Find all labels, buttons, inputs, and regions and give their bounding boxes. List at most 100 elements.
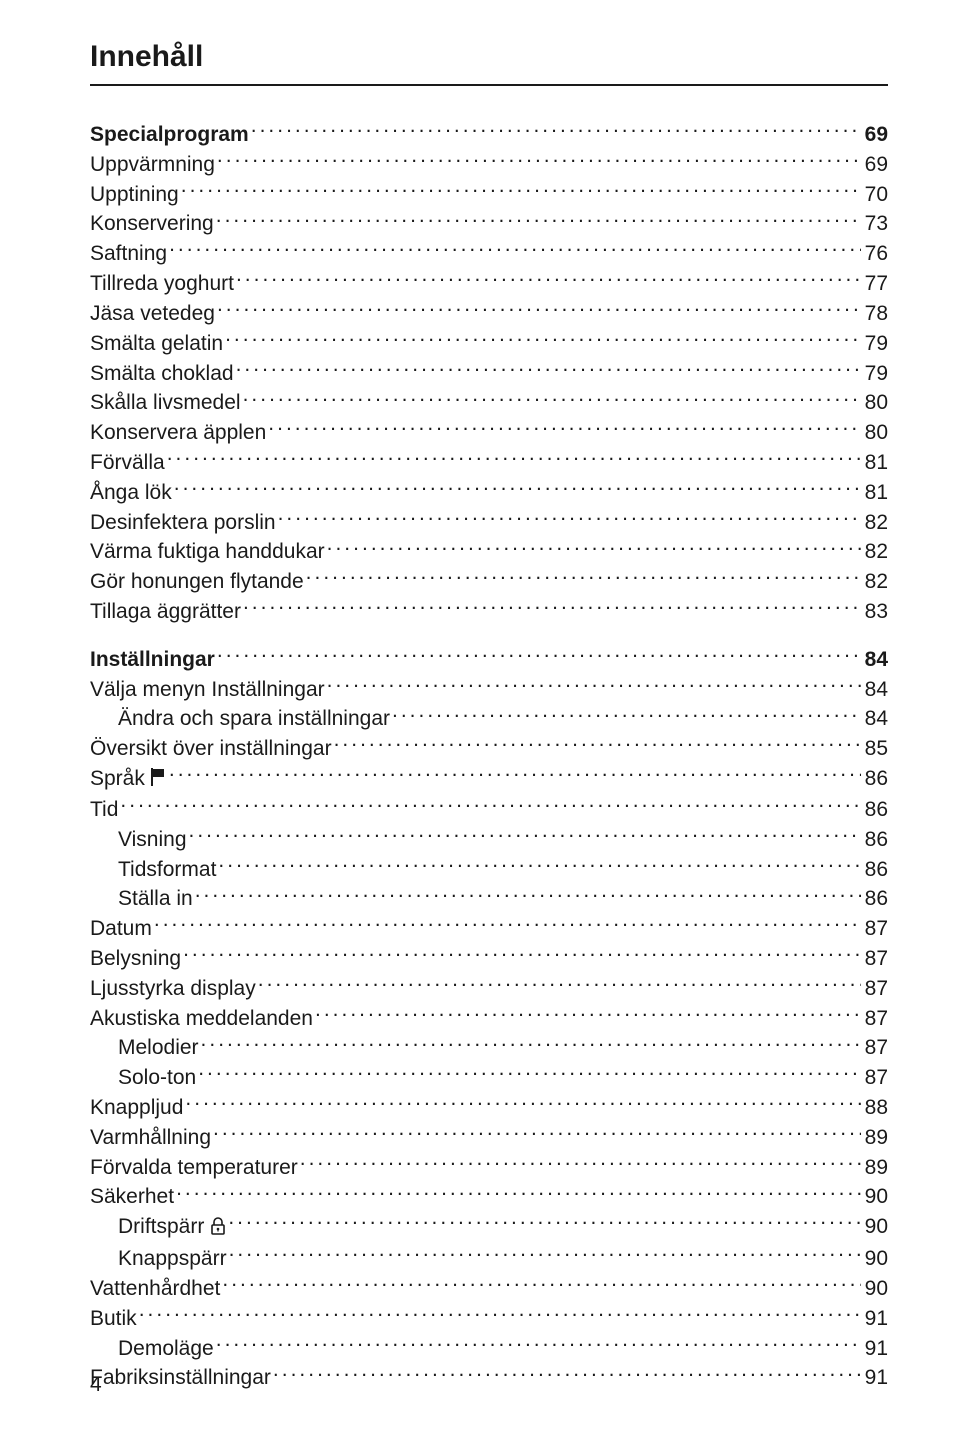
toc-leader: [390, 704, 861, 725]
toc-leader: [211, 1123, 861, 1144]
toc-row: Smälta gelatin 79: [90, 329, 888, 359]
toc-leader: [193, 884, 861, 905]
toc-row: Solo-ton 87: [90, 1063, 888, 1093]
toc-row: Butik 91: [90, 1304, 888, 1334]
toc-label: Värma fuktiga handdukar: [90, 537, 325, 567]
toc-leader: [276, 508, 861, 529]
toc-page: 84: [861, 704, 888, 734]
toc-leader: [215, 299, 861, 320]
toc-label: Driftspärr: [118, 1212, 226, 1244]
page-title: Innehåll: [90, 40, 888, 86]
toc-label: Akustiska meddelanden: [90, 1004, 313, 1034]
toc-leader: [172, 478, 861, 499]
toc-page: 85: [861, 734, 888, 764]
toc-page: 82: [861, 537, 888, 567]
toc-leader: [227, 1244, 861, 1265]
toc-leader: [298, 1153, 861, 1174]
toc-page: 90: [861, 1182, 888, 1212]
toc-row: Saftning 76: [90, 239, 888, 269]
toc-label: Uppvärmning: [90, 150, 215, 180]
toc-row: Språk 86: [90, 764, 888, 795]
toc-page: 86: [861, 855, 888, 885]
toc-row: Tillreda yoghurt 77: [90, 269, 888, 299]
toc-leader: [325, 675, 861, 696]
toc-page: 87: [861, 1033, 888, 1063]
toc-label: Demoläge: [118, 1334, 214, 1364]
toc-leader: [179, 180, 861, 201]
toc-row: Skålla livsmedel 80: [90, 388, 888, 418]
toc-label: Butik: [90, 1304, 137, 1334]
flag-icon: [151, 765, 167, 795]
toc-row: Ånga lök 81: [90, 478, 888, 508]
toc-leader: [266, 418, 860, 439]
toc-page: 86: [861, 884, 888, 914]
toc-leader: [181, 944, 861, 965]
toc-label: Varmhållning: [90, 1123, 211, 1153]
toc-page: 87: [861, 1004, 888, 1034]
toc-row: Varmhållning 89: [90, 1123, 888, 1153]
toc-page: 86: [861, 795, 888, 825]
toc-leader: [118, 795, 860, 816]
toc-page: 80: [861, 418, 888, 448]
toc-leader: [220, 1274, 860, 1295]
toc-label: Tidsformat: [118, 855, 216, 885]
toc-row: Förvalda temperaturer 89: [90, 1153, 888, 1183]
toc-page: 69: [861, 120, 888, 150]
toc-row: Ställa in 86: [90, 884, 888, 914]
toc-label: Tillaga äggrätter: [90, 597, 241, 627]
toc-label: Belysning: [90, 944, 181, 974]
toc-page: 91: [861, 1304, 888, 1334]
toc-label: Tillreda yoghurt: [90, 269, 234, 299]
toc-leader: [241, 388, 861, 409]
toc-page: 86: [861, 825, 888, 855]
toc-leader: [174, 1182, 861, 1203]
toc-row: Gör honungen flytande 82: [90, 567, 888, 597]
toc-page: 86: [861, 764, 888, 794]
toc-row: Säkerhet 90: [90, 1182, 888, 1212]
toc-row: Desinfektera porslin 82: [90, 508, 888, 538]
toc-leader: [187, 825, 861, 846]
toc-row: Driftspärr 90: [90, 1212, 888, 1244]
toc-leader: [241, 597, 861, 618]
toc-leader: [226, 1212, 860, 1233]
toc-page: 89: [861, 1153, 888, 1183]
toc-leader: [167, 764, 861, 785]
toc-page: 88: [861, 1093, 888, 1123]
toc-label: Inställningar: [90, 645, 215, 675]
toc-row: Ljusstyrka display 87: [90, 974, 888, 1004]
toc-row: Tidsformat 86: [90, 855, 888, 885]
toc-label: Desinfektera porslin: [90, 508, 276, 538]
toc-page: 80: [861, 388, 888, 418]
toc-label: Tid: [90, 795, 118, 825]
toc-leader: [137, 1304, 861, 1325]
toc-label: Datum: [90, 914, 152, 944]
toc-leader: [214, 209, 861, 230]
toc-leader: [183, 1093, 860, 1114]
toc-page: 69: [861, 150, 888, 180]
toc-page: 87: [861, 944, 888, 974]
toc-label: Visning: [118, 825, 187, 855]
toc-label: Förvalda temperaturer: [90, 1153, 298, 1183]
toc-page: 90: [861, 1274, 888, 1304]
toc-label: Knappljud: [90, 1093, 183, 1123]
toc-page: 73: [861, 209, 888, 239]
toc-row: Specialprogram 69: [90, 120, 888, 150]
toc-leader: [325, 537, 861, 558]
toc-row: Välja menyn Inställningar 84: [90, 675, 888, 705]
toc-leader: [216, 855, 860, 876]
toc-label: Jäsa vetedeg: [90, 299, 215, 329]
toc-row: Melodier 87: [90, 1033, 888, 1063]
toc-page: 84: [861, 675, 888, 705]
toc-leader: [215, 150, 861, 171]
toc-label: Förvälla: [90, 448, 165, 478]
toc-row: Jäsa vetedeg 78: [90, 299, 888, 329]
toc-row: Konservering 73: [90, 209, 888, 239]
toc-page: 70: [861, 180, 888, 210]
toc-leader: [313, 1004, 861, 1025]
toc-leader: [271, 1363, 861, 1384]
toc-leader: [223, 329, 861, 350]
toc-page: 76: [861, 239, 888, 269]
toc-label: Fabriksinställningar: [90, 1363, 271, 1393]
toc-leader: [152, 914, 861, 935]
toc-leader: [304, 567, 861, 588]
